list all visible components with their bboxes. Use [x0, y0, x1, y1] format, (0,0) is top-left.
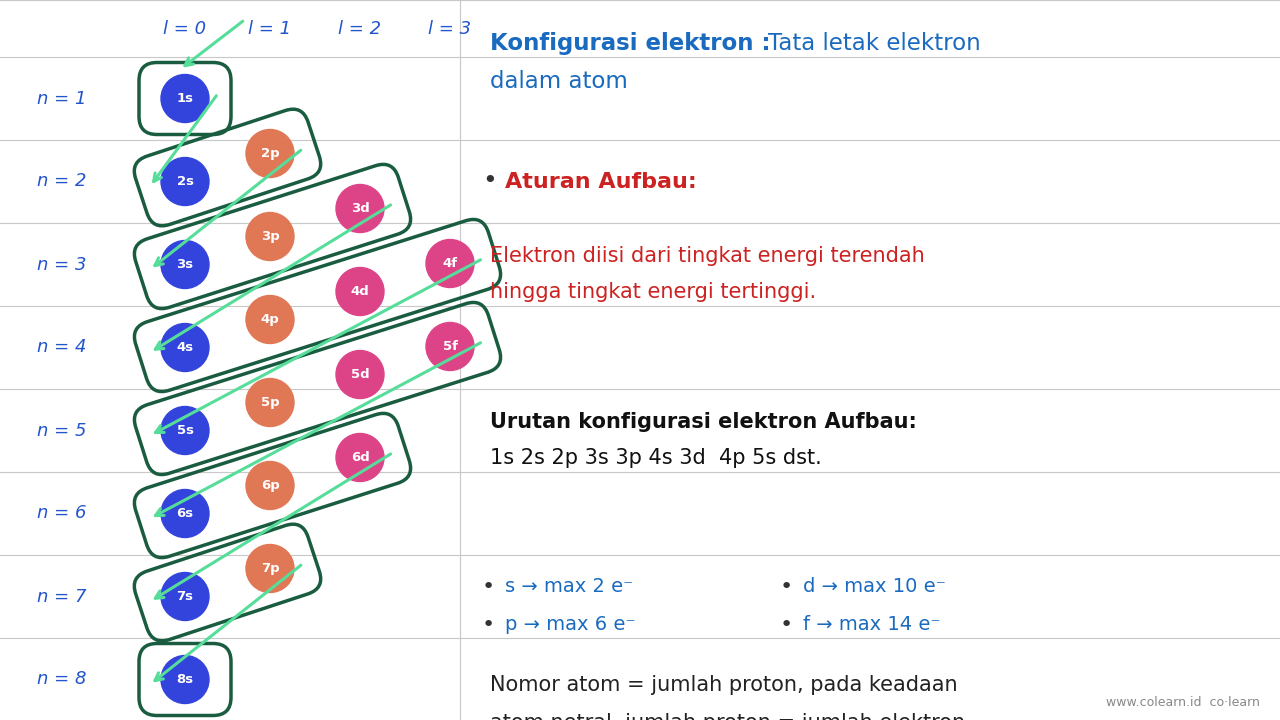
- Text: 4s: 4s: [177, 341, 193, 354]
- Text: www.colearn.id  co·learn: www.colearn.id co·learn: [1106, 696, 1260, 708]
- Circle shape: [161, 74, 209, 122]
- Circle shape: [246, 130, 294, 178]
- Text: n = 1: n = 1: [37, 89, 87, 107]
- Text: s → max 2 e⁻: s → max 2 e⁻: [506, 577, 634, 596]
- Circle shape: [246, 295, 294, 343]
- Circle shape: [161, 323, 209, 372]
- Text: •: •: [483, 169, 497, 194]
- Circle shape: [161, 240, 209, 289]
- Text: 5s: 5s: [177, 424, 193, 437]
- Text: 7s: 7s: [177, 590, 193, 603]
- Circle shape: [161, 407, 209, 454]
- Text: Nomor atom = jumlah proton, pada keadaan: Nomor atom = jumlah proton, pada keadaan: [490, 675, 957, 695]
- Text: Aturan Aufbau:: Aturan Aufbau:: [506, 171, 696, 192]
- Circle shape: [246, 212, 294, 261]
- Circle shape: [246, 544, 294, 593]
- Circle shape: [161, 655, 209, 703]
- Text: l = 0: l = 0: [164, 19, 206, 37]
- Text: 3s: 3s: [177, 258, 193, 271]
- Text: 6p: 6p: [261, 479, 279, 492]
- Text: n = 6: n = 6: [37, 505, 87, 523]
- Text: 1s 2s 2p 3s 3p 4s 3d  4p 5s dst.: 1s 2s 2p 3s 3p 4s 3d 4p 5s dst.: [490, 449, 822, 469]
- Text: f → max 14 e⁻: f → max 14 e⁻: [803, 615, 941, 634]
- Text: dalam atom: dalam atom: [490, 70, 628, 93]
- Text: n = 3: n = 3: [37, 256, 87, 274]
- Circle shape: [335, 268, 384, 315]
- Text: Konfigurasi elektron :: Konfigurasi elektron :: [490, 32, 778, 55]
- Text: •: •: [483, 614, 495, 634]
- Text: 4d: 4d: [351, 285, 370, 298]
- Circle shape: [426, 240, 474, 287]
- Text: Tata letak elektron: Tata letak elektron: [768, 32, 980, 55]
- Text: l = 2: l = 2: [338, 19, 381, 37]
- Text: Urutan konfigurasi elektron Aufbau:: Urutan konfigurasi elektron Aufbau:: [490, 413, 916, 433]
- Text: 4p: 4p: [261, 313, 279, 326]
- Text: hingga tingkat energi tertinggi.: hingga tingkat energi tertinggi.: [490, 282, 817, 302]
- Circle shape: [246, 379, 294, 426]
- Text: 5d: 5d: [351, 368, 370, 381]
- Text: 7p: 7p: [261, 562, 279, 575]
- Text: 5f: 5f: [443, 340, 457, 353]
- Text: 6d: 6d: [351, 451, 370, 464]
- Text: •: •: [780, 577, 794, 596]
- Circle shape: [161, 158, 209, 205]
- Circle shape: [335, 433, 384, 482]
- Text: 8s: 8s: [177, 673, 193, 686]
- Circle shape: [161, 572, 209, 621]
- Text: n = 7: n = 7: [37, 588, 87, 606]
- Text: 1s: 1s: [177, 92, 193, 105]
- Text: 4f: 4f: [443, 257, 457, 270]
- Text: n = 4: n = 4: [37, 338, 87, 356]
- Text: n = 5: n = 5: [37, 421, 87, 439]
- Text: d → max 10 e⁻: d → max 10 e⁻: [803, 577, 946, 596]
- Text: 2p: 2p: [261, 147, 279, 160]
- Text: 3d: 3d: [351, 202, 370, 215]
- Text: 3p: 3p: [261, 230, 279, 243]
- Text: 2s: 2s: [177, 175, 193, 188]
- Text: l = 3: l = 3: [429, 19, 471, 37]
- Circle shape: [335, 351, 384, 398]
- Circle shape: [161, 490, 209, 538]
- Text: •: •: [483, 577, 495, 596]
- Text: Elektron diisi dari tingkat energi terendah: Elektron diisi dari tingkat energi teren…: [490, 246, 924, 266]
- Text: n = 2: n = 2: [37, 173, 87, 191]
- Text: 6s: 6s: [177, 507, 193, 520]
- Circle shape: [335, 184, 384, 233]
- Text: •: •: [780, 614, 794, 634]
- Circle shape: [426, 323, 474, 371]
- Text: p → max 6 e⁻: p → max 6 e⁻: [506, 615, 636, 634]
- Text: l = 1: l = 1: [248, 19, 292, 37]
- Text: atom netral, jumlah proton = jumlah elektron,: atom netral, jumlah proton = jumlah elek…: [490, 713, 972, 720]
- Text: 5p: 5p: [261, 396, 279, 409]
- Circle shape: [246, 462, 294, 510]
- Text: n = 8: n = 8: [37, 670, 87, 688]
